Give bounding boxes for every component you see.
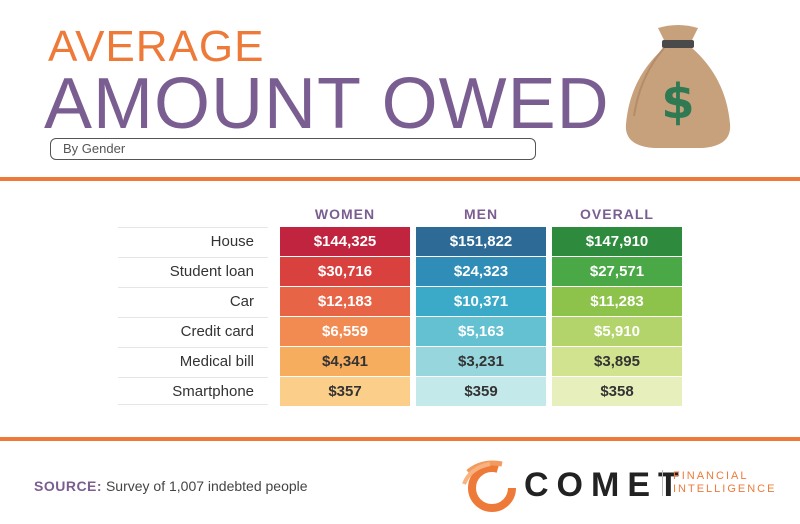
row-label-credit-card: Credit card	[118, 317, 268, 345]
title-average: AVERAGE	[48, 22, 265, 71]
cell-men-smartphone: $359	[416, 377, 546, 406]
cell-overall-medical-bill: $3,895	[552, 347, 682, 376]
bottom-divider	[0, 437, 800, 441]
source-text: Survey of 1,007 indebted people	[105, 478, 308, 494]
cell-women-student-loan: $30,716	[280, 257, 410, 286]
row-label-smartphone: Smartphone	[118, 377, 268, 405]
cell-men-car: $10,371	[416, 287, 546, 316]
cell-women-credit-card: $6,559	[280, 317, 410, 346]
cell-overall-car: $11,283	[552, 287, 682, 316]
row-label-medical-bill: Medical bill	[118, 347, 268, 375]
row-label-student-loan: Student loan	[118, 257, 268, 285]
cell-men-medical-bill: $3,231	[416, 347, 546, 376]
cell-overall-student-loan: $27,571	[552, 257, 682, 286]
cell-women-house: $144,325	[280, 227, 410, 256]
dollar-sign-icon: $	[661, 74, 694, 130]
comet-swirl-icon	[462, 460, 516, 512]
subtitle-by-gender: By Gender	[50, 138, 536, 160]
cell-overall-house: $147,910	[552, 227, 682, 256]
cell-overall-credit-card: $5,910	[552, 317, 682, 346]
top-divider	[0, 177, 800, 181]
cell-men-credit-card: $5,163	[416, 317, 546, 346]
money-bag-icon: $	[625, 25, 731, 148]
cell-women-car: $12,183	[280, 287, 410, 316]
cell-women-medical-bill: $4,341	[280, 347, 410, 376]
column-header-women: WOMEN	[314, 206, 376, 222]
comet-logo: COMET FINANCIAL INTELLIGENCE	[462, 456, 782, 516]
comet-tagline: FINANCIAL INTELLIGENCE	[662, 470, 776, 496]
cell-men-student-loan: $24,323	[416, 257, 546, 286]
cell-overall-smartphone: $358	[552, 377, 682, 406]
column-header-overall: OVERALL	[580, 206, 654, 222]
title-amount-owed: AMOUNT OWED	[44, 64, 610, 144]
cell-women-smartphone: $357	[280, 377, 410, 406]
row-label-car: Car	[118, 287, 268, 315]
source-label: SOURCE:	[34, 478, 103, 494]
cell-men-house: $151,822	[416, 227, 546, 256]
row-label-house: House	[118, 227, 268, 255]
column-header-men: MEN	[463, 206, 499, 222]
source-note: SOURCE: Survey of 1,007 indebted people	[34, 478, 308, 494]
comet-wordmark: COMET	[524, 466, 687, 504]
